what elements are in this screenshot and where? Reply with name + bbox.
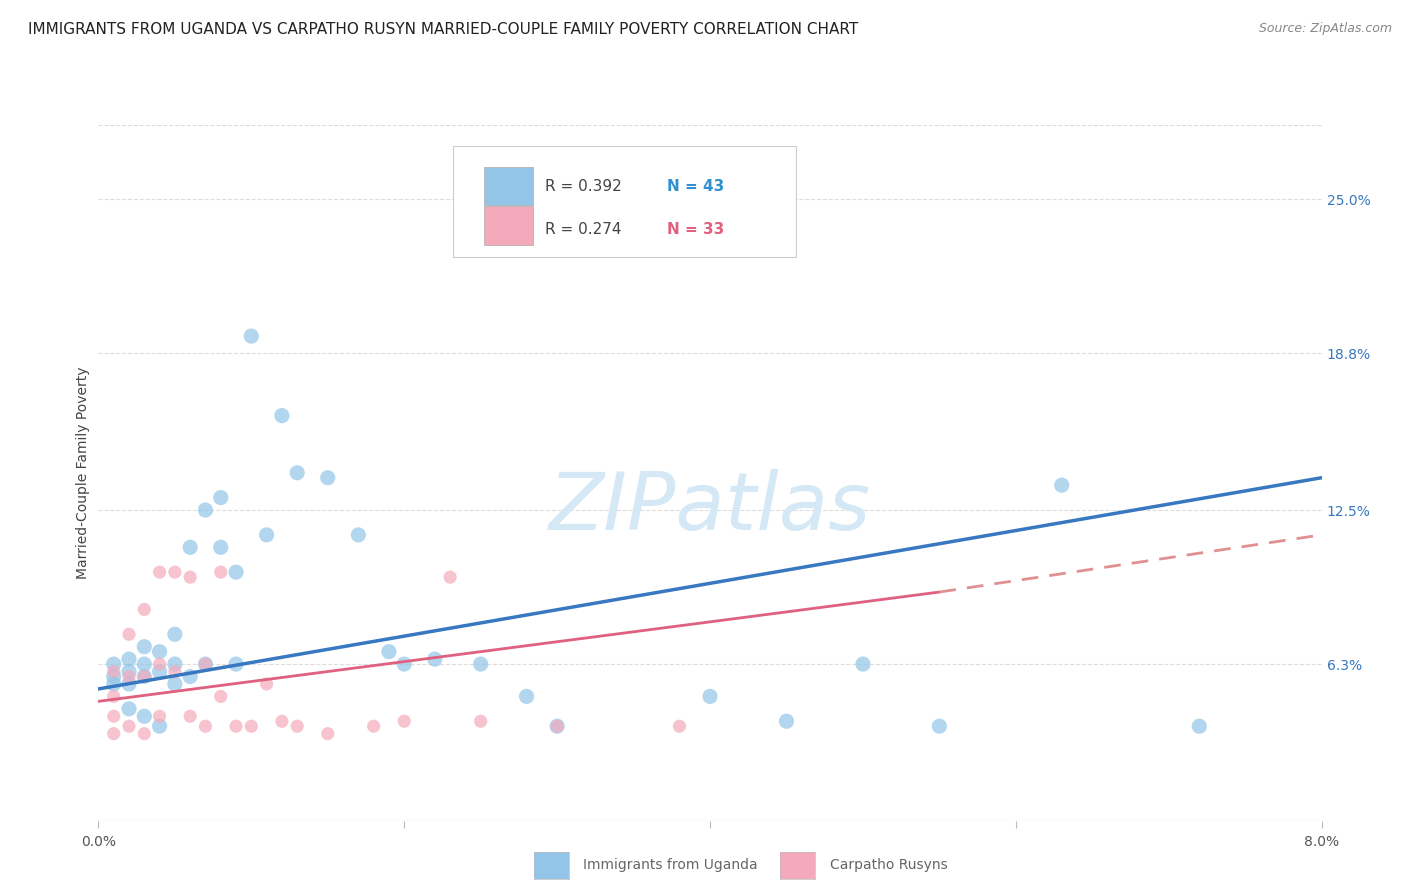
Point <box>194 719 217 733</box>
Point <box>134 602 156 616</box>
Point <box>134 669 156 683</box>
Point <box>103 690 125 704</box>
Point <box>285 719 308 733</box>
Point <box>134 669 156 683</box>
Point <box>149 709 172 723</box>
Point <box>149 645 172 659</box>
Point <box>103 677 125 691</box>
Point <box>103 665 125 679</box>
Point <box>118 627 141 641</box>
Point <box>118 719 141 733</box>
Text: R = 0.274: R = 0.274 <box>546 222 621 236</box>
Point <box>118 652 141 666</box>
Text: N = 43: N = 43 <box>668 178 724 194</box>
Point <box>347 528 370 542</box>
Point <box>163 665 186 679</box>
Point <box>775 714 797 729</box>
Point <box>256 677 278 691</box>
Point <box>149 565 172 579</box>
Y-axis label: Married-Couple Family Poverty: Married-Couple Family Poverty <box>76 367 90 579</box>
Point <box>179 709 201 723</box>
Point <box>118 702 141 716</box>
FancyBboxPatch shape <box>484 206 533 244</box>
Point <box>163 627 186 641</box>
Point <box>163 677 186 691</box>
FancyBboxPatch shape <box>453 145 796 257</box>
Point <box>103 709 125 723</box>
Point <box>270 714 294 729</box>
Point <box>256 528 278 542</box>
Point <box>118 665 141 679</box>
Point <box>179 669 201 683</box>
Point <box>225 719 247 733</box>
Point <box>194 657 217 671</box>
Point <box>470 657 492 671</box>
Point <box>225 565 247 579</box>
FancyBboxPatch shape <box>484 167 533 205</box>
Point <box>439 570 461 584</box>
Point <box>316 471 339 485</box>
Point <box>118 677 141 691</box>
Point <box>378 645 401 659</box>
Point <box>103 657 125 671</box>
Point <box>392 714 416 729</box>
Text: IMMIGRANTS FROM UGANDA VS CARPATHO RUSYN MARRIED-COUPLE FAMILY POVERTY CORRELATI: IMMIGRANTS FROM UGANDA VS CARPATHO RUSYN… <box>28 22 859 37</box>
Point <box>134 640 156 654</box>
Point <box>546 719 568 733</box>
Point <box>134 726 156 740</box>
Point <box>103 726 125 740</box>
Point <box>546 719 568 733</box>
Point <box>668 719 690 733</box>
Point <box>194 503 217 517</box>
Text: R = 0.392: R = 0.392 <box>546 178 621 194</box>
Point <box>1188 719 1211 733</box>
Point <box>240 329 263 343</box>
Point <box>209 690 232 704</box>
Point <box>316 726 339 740</box>
Point <box>134 709 156 723</box>
Point <box>392 657 416 671</box>
Point <box>149 719 172 733</box>
Point <box>149 657 172 671</box>
Point <box>852 657 875 671</box>
Point <box>270 409 294 423</box>
Point <box>470 714 492 729</box>
Point <box>363 719 385 733</box>
Point <box>163 565 186 579</box>
Point <box>179 541 201 555</box>
Point <box>423 652 446 666</box>
Point <box>516 690 538 704</box>
Point <box>134 657 156 671</box>
Text: ZIPatlas: ZIPatlas <box>548 468 872 547</box>
Point <box>240 719 263 733</box>
Point <box>118 669 141 683</box>
Point <box>194 657 217 671</box>
Point <box>163 657 186 671</box>
Point <box>225 657 247 671</box>
Point <box>179 570 201 584</box>
Text: N = 33: N = 33 <box>668 222 724 236</box>
Point <box>285 466 308 480</box>
Point <box>149 665 172 679</box>
Point <box>209 565 232 579</box>
Text: Source: ZipAtlas.com: Source: ZipAtlas.com <box>1258 22 1392 36</box>
Point <box>699 690 721 704</box>
Point <box>928 719 950 733</box>
Point <box>209 541 232 555</box>
Text: Immigrants from Uganda: Immigrants from Uganda <box>583 858 758 872</box>
Point <box>103 669 125 683</box>
Point <box>1050 478 1073 492</box>
Point <box>209 491 232 505</box>
Text: Carpatho Rusyns: Carpatho Rusyns <box>830 858 948 872</box>
